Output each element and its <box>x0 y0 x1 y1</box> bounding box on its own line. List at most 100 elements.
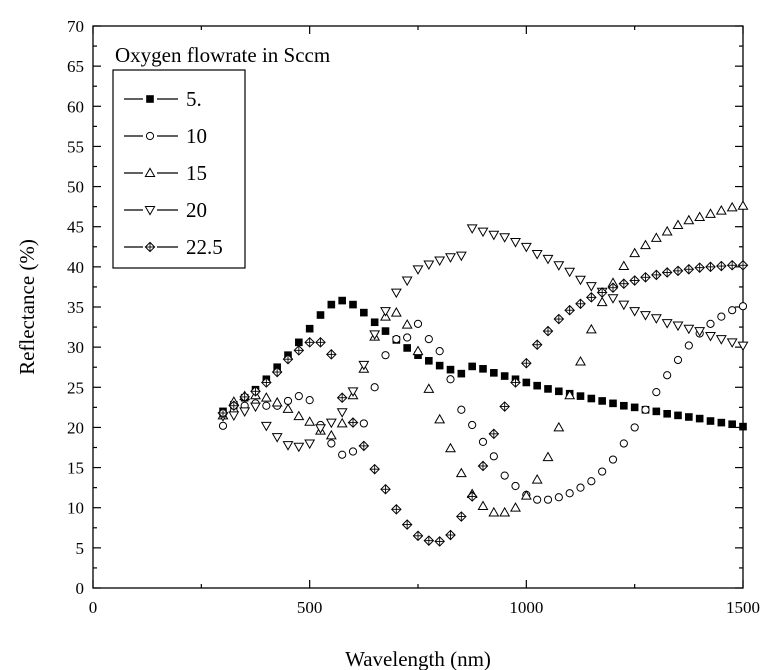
y-tick-label: 25 <box>67 378 84 397</box>
data-point <box>424 335 433 344</box>
data-point <box>457 405 466 414</box>
data-point <box>705 208 716 218</box>
series-15 <box>217 200 749 517</box>
data-point <box>706 319 715 328</box>
data-point <box>596 296 608 307</box>
data-point <box>304 416 316 426</box>
data-point <box>412 530 424 542</box>
data-point <box>413 319 423 328</box>
data-point <box>358 360 370 371</box>
data-point <box>531 250 543 260</box>
data-point <box>316 311 325 319</box>
data-point <box>650 232 662 242</box>
data-point <box>295 338 303 347</box>
data-point <box>499 506 511 517</box>
data-point <box>619 439 628 448</box>
data-point <box>683 324 695 335</box>
x-axis-title: Wavelength (nm) <box>345 647 491 670</box>
y-tick-label: 35 <box>67 298 84 317</box>
data-point <box>620 401 628 410</box>
data-point <box>455 467 467 478</box>
y-axis-title: Reflectance (%) <box>15 239 39 375</box>
axis-tick-labels: 0 500 1000 1500 0 5 10 15 20 25 30 35 40 45 50 55 60 65 70 <box>67 17 760 617</box>
data-point <box>336 392 348 404</box>
y-tick-label: 50 <box>67 178 84 197</box>
data-point <box>370 318 379 327</box>
legend-label: 15 <box>186 161 207 185</box>
data-point <box>630 423 639 432</box>
data-point <box>325 429 337 440</box>
data-point <box>380 483 391 495</box>
data-point <box>327 300 336 309</box>
data-point <box>608 455 618 464</box>
data-point <box>327 439 336 448</box>
data-point <box>250 385 261 397</box>
data-point <box>435 347 444 356</box>
data-point <box>510 377 521 388</box>
data-point <box>499 233 511 243</box>
data-point <box>401 519 413 530</box>
data-point <box>369 463 380 475</box>
data-point <box>618 300 630 311</box>
data-point <box>695 414 704 423</box>
data-point <box>390 288 402 299</box>
data-point <box>694 262 705 273</box>
data-point <box>423 260 435 271</box>
series-20 <box>217 224 749 453</box>
data-point <box>555 387 563 396</box>
data-point <box>392 335 401 344</box>
data-point <box>575 355 586 366</box>
data-point <box>652 407 661 416</box>
data-point <box>423 535 435 546</box>
data-point <box>630 403 639 412</box>
y-tick-label: 20 <box>67 418 84 437</box>
data-point <box>271 396 283 407</box>
data-point <box>489 452 498 461</box>
series-5. <box>219 296 747 431</box>
data-point <box>629 247 641 258</box>
y-tick-label: 30 <box>67 338 84 357</box>
legend-label: 20 <box>186 198 207 222</box>
data-point <box>520 242 532 253</box>
data-point <box>261 377 272 388</box>
legend-marker <box>145 131 155 141</box>
legend: Oxygen flowrate in Sccm 5. 10 15 20 22.5 <box>112 43 330 269</box>
data-point <box>370 383 379 392</box>
data-point <box>304 337 315 348</box>
data-point <box>294 392 303 401</box>
x-tick-label: 1500 <box>726 598 760 617</box>
data-point <box>717 418 726 427</box>
data-point <box>726 338 738 348</box>
data-point <box>531 474 543 484</box>
data-point <box>455 251 467 262</box>
data-point <box>652 388 661 397</box>
data-point <box>737 200 749 210</box>
data-point <box>607 282 619 294</box>
data-point <box>565 489 574 498</box>
data-point <box>403 333 412 342</box>
data-point <box>336 417 348 428</box>
data-point <box>466 224 478 234</box>
data-point <box>739 422 747 431</box>
data-point <box>391 504 402 515</box>
data-point <box>446 365 455 374</box>
data-point <box>705 261 716 273</box>
y-tick-label: 70 <box>67 17 84 36</box>
data-point <box>672 219 684 230</box>
data-point <box>423 383 435 393</box>
data-point <box>412 265 424 275</box>
data-point <box>347 417 359 428</box>
data-point <box>477 500 489 511</box>
data-point <box>598 467 607 476</box>
data-point <box>510 238 521 248</box>
data-point <box>641 405 650 414</box>
data-point <box>500 372 509 380</box>
series-22.5 <box>217 259 749 547</box>
data-point <box>575 298 586 310</box>
data-point <box>542 451 554 462</box>
data-point <box>228 400 240 412</box>
data-point <box>706 417 715 425</box>
data-point <box>348 447 358 456</box>
data-point <box>587 477 596 486</box>
data-point <box>490 369 498 377</box>
